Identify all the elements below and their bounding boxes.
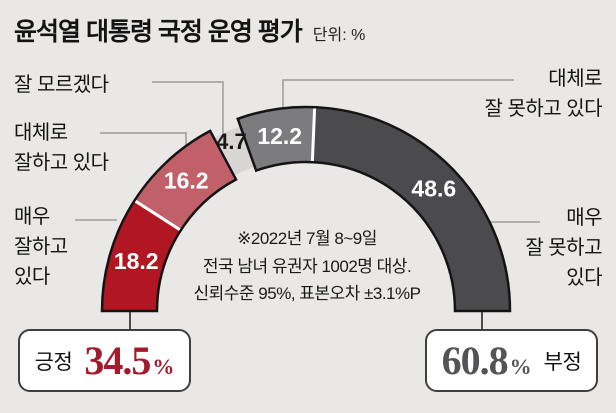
survey-note: ※2022년 7월 8~9일 전국 남녀 유권자 1002명 대상. 신뢰수준 … — [193, 229, 421, 303]
negative-total-value: 60.8% — [441, 338, 532, 383]
callout-very-well: 매우 잘하고 있다 — [14, 206, 68, 288]
segment-separator — [134, 199, 181, 232]
unit-label: 단위: % — [312, 27, 366, 44]
leader-line-dont-know — [152, 81, 224, 133]
donut-arc: 18.2 16.2 4.7 12.2 48.6 — [100, 105, 512, 313]
callout-dont-know: 잘 모르겠다 — [14, 74, 109, 96]
donut-segment — [102, 200, 181, 311]
donut-segment — [237, 106, 315, 171]
donut-segment — [312, 107, 510, 312]
donut-segment — [134, 130, 237, 231]
titlebar: 윤석열 대통령 국정 운영 평가 단위: % — [14, 12, 365, 48]
segment-value-label: 16.2 — [164, 168, 209, 194]
leader-line-fairly-poor — [282, 79, 514, 107]
positive-total-value: 34.5% — [84, 338, 175, 383]
segment-separator — [310, 108, 317, 162]
segment-value-label: 18.2 — [114, 248, 159, 274]
group-outline-negative — [236, 105, 512, 313]
segment-value-label: 12.2 — [257, 123, 302, 149]
page-title: 윤석열 대통령 국정 운영 평가 — [14, 18, 303, 46]
callout-fairly-well: 대체로 잘하고 있다 — [14, 122, 109, 174]
segment-value-label: 4.7 — [216, 129, 247, 154]
segment-value-label: 48.6 — [411, 176, 456, 202]
callout-very-poor: 매우 잘 못하고 있다 — [525, 207, 602, 289]
negative-total-label: 부정 — [543, 350, 582, 374]
leader-line-fairly-well — [100, 132, 187, 149]
positive-total-box: 긍정 34.5% — [18, 329, 191, 392]
callout-fairly-poor: 대체로 잘 못하고 있다 — [484, 68, 602, 120]
negative-total-box: 60.8% 부정 — [425, 329, 598, 392]
group-outline-positive — [100, 129, 238, 313]
positive-total-label: 긍정 — [34, 350, 73, 374]
